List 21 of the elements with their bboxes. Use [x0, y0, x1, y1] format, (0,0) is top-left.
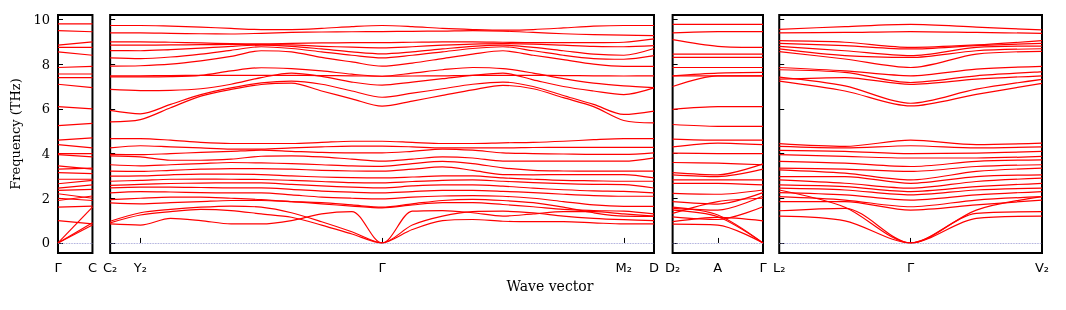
x-tick-label: D [648, 260, 659, 275]
y-tick-label: 8 [41, 56, 50, 72]
x-tick-label: C₂ [103, 260, 118, 275]
y-axis-title: Frequency (THz) [8, 78, 23, 190]
y-tick-label: 6 [41, 101, 50, 117]
y-tick-label: 4 [41, 146, 50, 162]
x-tick-label: A [713, 260, 723, 275]
x-tick-label: V₂ [1034, 260, 1050, 275]
x-tick-label: Γ [54, 260, 63, 275]
x-tick-label: Γ [906, 260, 915, 275]
y-tick-label: 0 [41, 235, 50, 251]
x-tick-label: L₂ [772, 260, 786, 275]
y-tick-label: 2 [41, 190, 50, 206]
x-tick-label: Γ [759, 260, 768, 275]
x-tick-label: C [87, 260, 97, 275]
x-tick-label: M₂ [615, 260, 632, 275]
y-tick-label: 10 [33, 11, 50, 27]
x-tick-label: Γ [378, 260, 387, 275]
x-tick-label: D₂ [664, 260, 681, 275]
x-axis-title: Wave vector [506, 278, 594, 294]
x-tick-label: Y₂ [132, 260, 147, 275]
